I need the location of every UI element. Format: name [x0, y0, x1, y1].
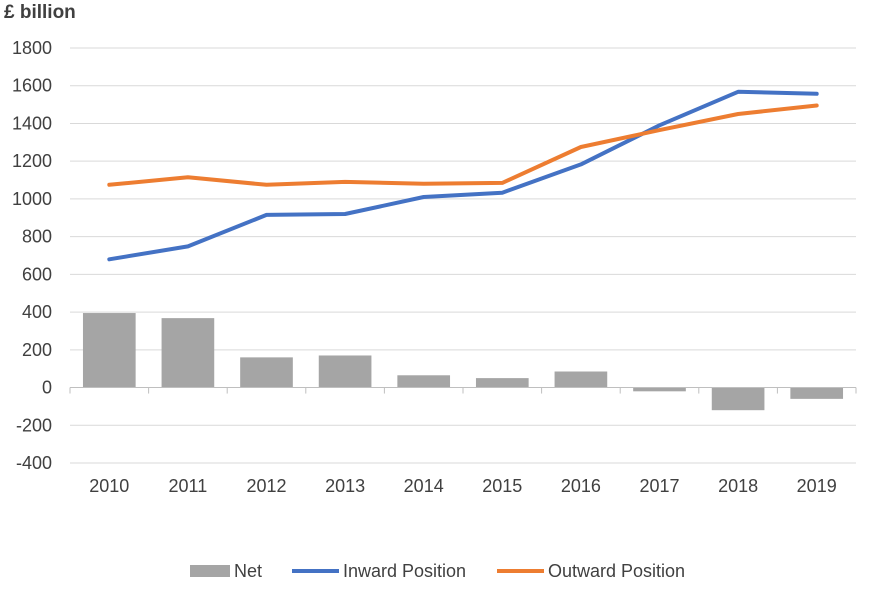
x-axis: [69, 387, 857, 394]
x-tick-label: 2017: [639, 476, 679, 496]
y-tick-label: 0: [42, 378, 52, 398]
y-tick-label: -400: [16, 453, 52, 473]
y-tick-label: 600: [22, 264, 52, 284]
y-tick-label: 200: [22, 340, 52, 360]
bar-net-2010: [82, 313, 136, 388]
bar-net-2014: [397, 375, 451, 388]
y-tick-label: 1200: [12, 151, 52, 171]
bar-net-2013: [318, 355, 372, 388]
y-tick-label: 1800: [12, 38, 52, 58]
bar-net-2015: [475, 378, 529, 388]
x-tick-label: 2015: [482, 476, 522, 496]
x-tick-label: 2010: [89, 476, 129, 496]
legend-label-outward-position: Outward Position: [548, 561, 685, 581]
bar-net-2011: [161, 318, 215, 388]
y-tick-label: 400: [22, 302, 52, 322]
x-tick-label: 2019: [797, 476, 837, 496]
y-tick-label: 1600: [12, 76, 52, 96]
y-tick-label: 1000: [12, 189, 52, 209]
legend-label-inward-position: Inward Position: [343, 561, 466, 581]
unit-label: £ billion: [4, 2, 76, 23]
bars: [82, 313, 844, 411]
gridlines: [70, 47, 856, 464]
y-tick-label: 1400: [12, 113, 52, 133]
x-tick-label: 2012: [246, 476, 286, 496]
legend-swatch-net: [190, 565, 230, 577]
y-tick-label: -200: [16, 415, 52, 435]
bar-net-2019: [790, 387, 844, 399]
bar-net-2012: [240, 357, 293, 388]
bar-net-2016: [554, 371, 608, 388]
line-inward-position: [107, 89, 819, 262]
x-axis-ticks: 2010 2011 2012 2013 2014 2015 2016 2017 2018 2019: [89, 476, 836, 496]
x-tick-label: 2014: [404, 476, 444, 496]
y-tick-label: 800: [22, 227, 52, 247]
x-tick-label: 2013: [325, 476, 365, 496]
lines: [107, 89, 819, 262]
bar-net-2017: [633, 387, 686, 392]
x-tick-label: 2016: [561, 476, 601, 496]
x-tick-label: 2018: [718, 476, 758, 496]
legend-label-net: Net: [234, 561, 262, 581]
x-tick-label: 2011: [169, 476, 208, 496]
legend: Net Inward Position Outward Position: [190, 561, 685, 581]
y-axis-ticks: 1800 1600 1400 1200 1000 800 600 400 200 0 -200 -40…: [12, 38, 52, 473]
line-outward-position: [107, 103, 819, 187]
bar-net-2018: [711, 387, 765, 411]
